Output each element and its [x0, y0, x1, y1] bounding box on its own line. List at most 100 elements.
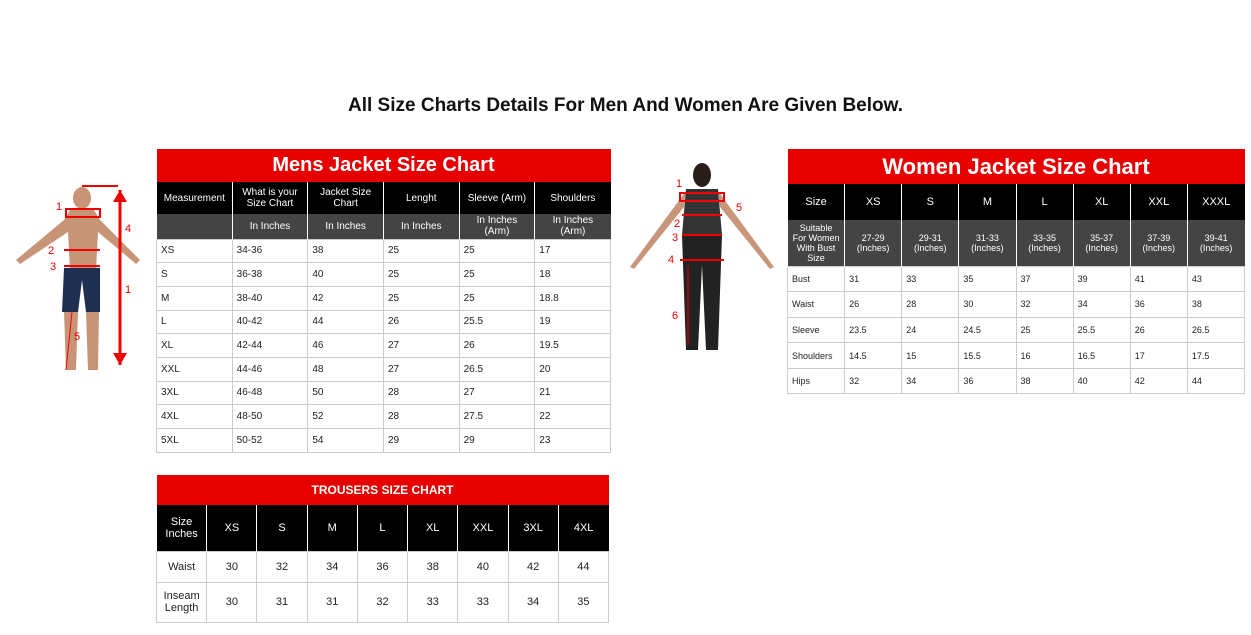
- table-cell: 44-46: [231, 356, 309, 382]
- table-row: Waist 26 28 30 32 34 36 38: [786, 291, 1246, 318]
- table-cell: 43: [1186, 265, 1246, 293]
- table-cell: 34: [1072, 291, 1131, 318]
- table-cell: 33: [457, 581, 509, 623]
- table-cell: 27: [382, 333, 460, 358]
- table-cell: 28: [382, 380, 460, 406]
- table-cell: 36: [356, 550, 409, 583]
- table-row: XL 42-44 46 27 26 19.5: [156, 333, 611, 358]
- fit-cell: 37-39 (Inches): [1129, 220, 1188, 266]
- table-cell: 23: [534, 428, 611, 453]
- table-cell: 15: [901, 342, 960, 369]
- table-cell: 52: [307, 404, 384, 429]
- table-cell: 46-48: [231, 380, 309, 406]
- unit-cell: In Inches (Arm): [534, 214, 611, 239]
- table-cell: 17: [1129, 342, 1188, 369]
- table-cell: 29: [382, 428, 460, 453]
- table-row: TROUSERS SIZE CHART: [156, 475, 609, 505]
- table-cell: 44: [557, 550, 610, 583]
- table-cell: 33: [901, 265, 960, 293]
- table-cell: 25: [1015, 316, 1074, 344]
- header-cell: L: [1015, 184, 1074, 220]
- table-cell: 30: [958, 291, 1017, 318]
- header-cell: XS: [206, 505, 257, 551]
- table-cell: 26: [458, 333, 536, 358]
- header-cell: Size: [786, 184, 845, 220]
- table-cell: 38: [307, 238, 384, 264]
- figure-label: 1: [676, 178, 682, 190]
- table-row: Bust 31 33 35 37 39 41 43: [786, 265, 1246, 293]
- table-cell: 34-36: [231, 238, 309, 264]
- table-cell: Bust: [786, 265, 846, 293]
- table-cell: 31: [844, 265, 903, 293]
- table-cell: 36: [1129, 291, 1188, 318]
- table-cell: 48-50: [231, 404, 309, 429]
- table-row: XXL 44-46 48 27 26.5 20: [156, 356, 611, 382]
- table-row: Hips 32 34 36 38 40 42 44: [786, 367, 1246, 395]
- table-cell: 25.5: [1072, 316, 1131, 344]
- fit-cell: Suitable For Women With Bust Size: [786, 220, 845, 266]
- table-cell: 24.5: [958, 316, 1017, 344]
- header-cell: S: [256, 505, 308, 551]
- unit-cell: [156, 214, 233, 239]
- table-cell: 42: [1129, 367, 1188, 395]
- table-cell: 31: [306, 581, 358, 623]
- table-cell: 17: [534, 238, 611, 264]
- table-row: Size Inches XS S M L XL XXL 3XL 4XL: [155, 505, 609, 551]
- table-cell: 31: [256, 581, 308, 623]
- header-cell: Lenght: [382, 182, 460, 214]
- table-cell: 27: [458, 380, 536, 406]
- heading: All Size Charts Details For Men And Wome…: [348, 95, 903, 116]
- fit-cell: 27-29 (Inches): [844, 220, 902, 266]
- table-row: Size XS S M L XL XXL XXXL: [786, 184, 1245, 220]
- table-cell: 40: [1072, 367, 1131, 395]
- table-cell: 36: [958, 367, 1017, 395]
- table-cell: 26: [382, 309, 460, 335]
- table-cell: 25: [458, 238, 536, 264]
- figure-label: 1: [125, 284, 131, 296]
- table-cell: 32: [256, 550, 308, 583]
- table-cell: 21: [534, 380, 611, 406]
- table-cell: 28: [382, 404, 460, 429]
- figure-label: 4: [668, 254, 674, 266]
- table-row: M 38-40 42 25 25 18.8: [156, 285, 611, 311]
- table-cell: 27.5: [458, 404, 536, 429]
- fit-cell: 31-33 (Inches): [958, 220, 1016, 266]
- unit-cell: In Inches (Arm): [458, 214, 535, 239]
- table-cell: 19: [534, 309, 611, 335]
- table-row: Shoulders 14.5 15 15.5 16 16.5 17 17.5: [786, 342, 1246, 369]
- header-cell: XXXL: [1186, 184, 1245, 220]
- men-figure: 1 2 3 4 1 5: [16, 185, 140, 371]
- table-cell: XL: [156, 333, 233, 358]
- table-title: Women Jacket Size Chart: [787, 149, 1245, 184]
- table-cell: Hips: [786, 367, 846, 395]
- table-cell: 40: [307, 262, 384, 287]
- table-cell: 44: [1186, 367, 1246, 395]
- table-cell: 19.5: [534, 333, 611, 358]
- table-cell: 44: [307, 309, 384, 335]
- unit-cell: In Inches: [307, 214, 384, 239]
- fit-cell: 29-31 (Inches): [901, 220, 959, 266]
- table-cell: 33: [407, 581, 459, 623]
- table-cell: 54: [307, 428, 384, 453]
- table-row: XS 34-36 38 25 25 17: [156, 238, 611, 264]
- table-cell: 17.5: [1186, 342, 1246, 369]
- table-row: In Inches In Inches In Inches In Inches (Ar…: [156, 214, 611, 239]
- header-cell: XS: [844, 184, 902, 220]
- figure-label: 4: [125, 223, 131, 235]
- table-cell: M: [156, 285, 233, 311]
- table-cell: 32: [844, 367, 903, 395]
- unit-cell: In Inches: [231, 214, 308, 239]
- table-cell: XS: [156, 238, 233, 264]
- figure-label: 5: [736, 202, 742, 214]
- table-cell: 22: [534, 404, 611, 429]
- header-cell: S: [901, 184, 959, 220]
- table-cell: 34: [306, 550, 358, 583]
- table-cell: 3XL: [156, 380, 233, 406]
- table-cell: Sleeve: [786, 316, 846, 344]
- table-cell: 35: [557, 581, 610, 623]
- table-cell: 36-38: [231, 262, 309, 287]
- header-cell: Sleeve (Arm): [458, 182, 535, 214]
- table-cell: 40: [457, 550, 509, 583]
- table-cell: 46: [307, 333, 384, 358]
- table-cell: 25: [458, 285, 536, 311]
